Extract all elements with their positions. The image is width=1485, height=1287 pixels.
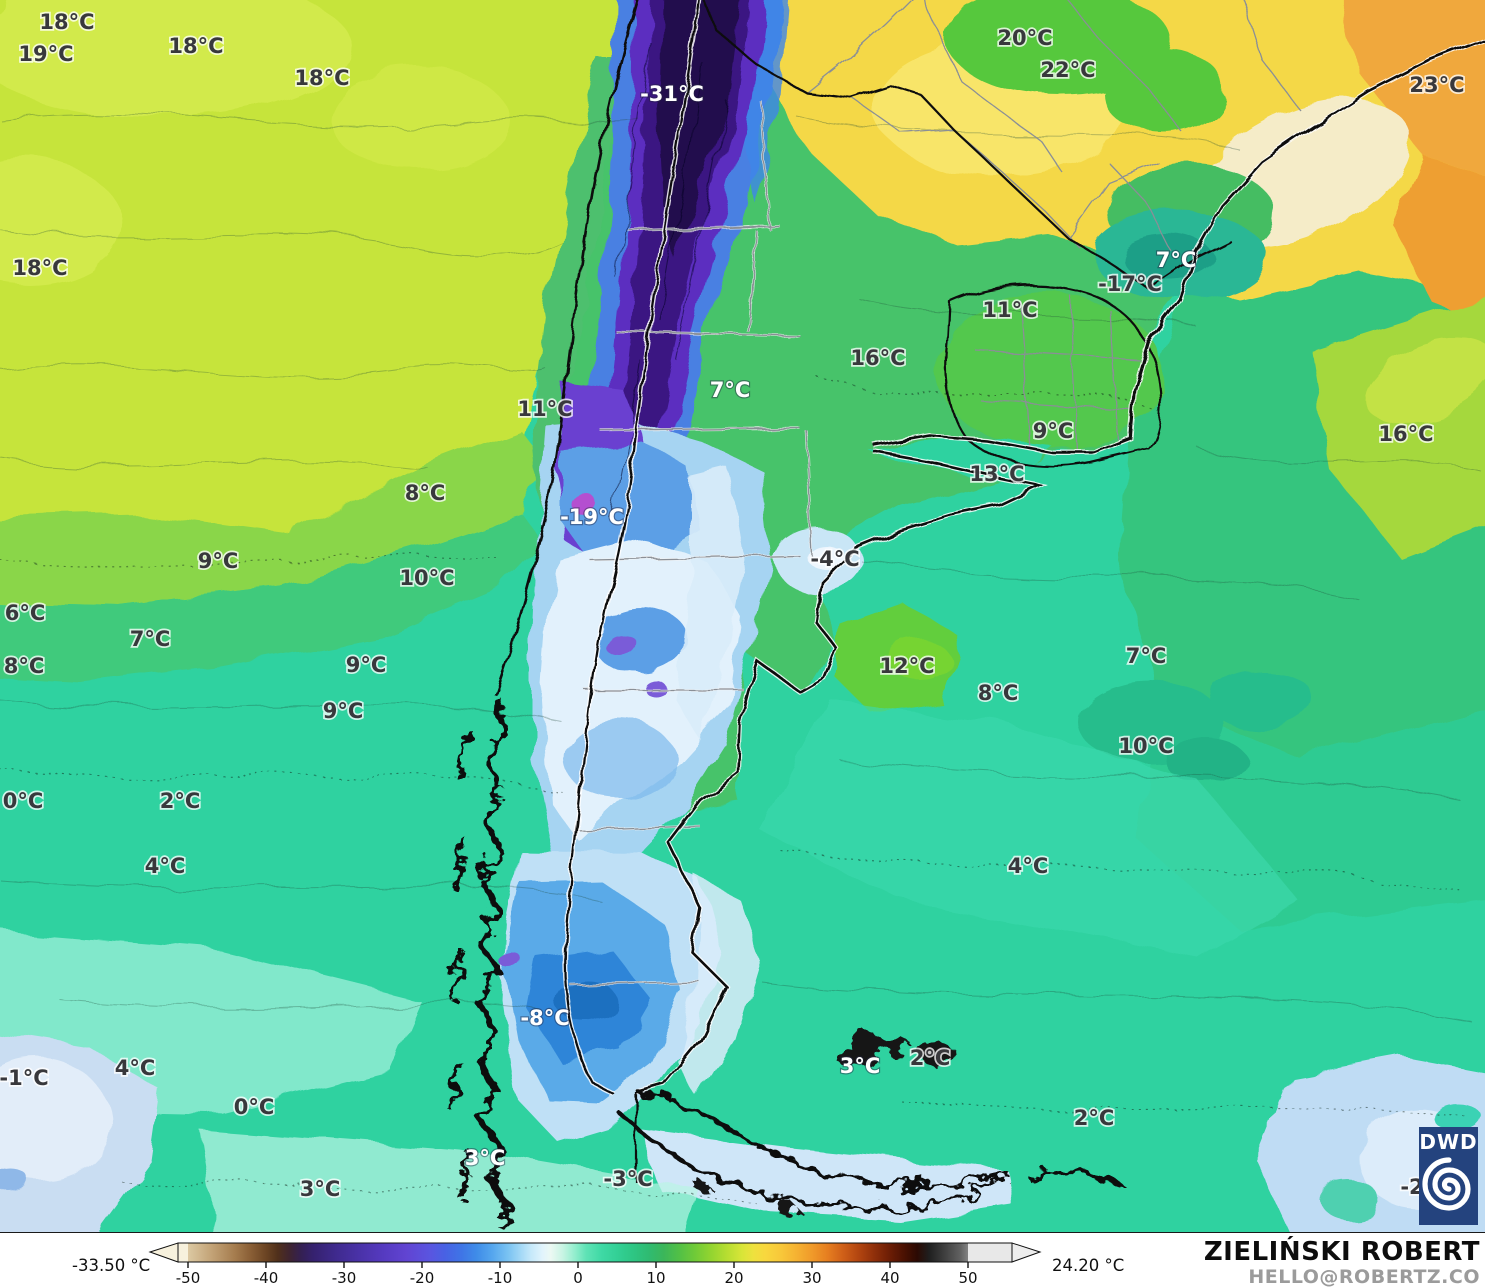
temp-label: 12°C <box>879 654 934 678</box>
country-borders <box>493 0 1485 1182</box>
temp-label: 3°C <box>300 1177 341 1201</box>
colorbar-tick-label: -30 <box>332 1269 357 1287</box>
attribution-email: HELLO@ROBERTZ.CO <box>1248 1266 1480 1287</box>
temp-label: 9°C <box>1033 419 1074 443</box>
temp-label: 0°C <box>234 1095 275 1119</box>
temp-label: 18°C <box>12 256 67 280</box>
temp-label: -1°C <box>0 1066 49 1090</box>
colorbar-tick-label: 50 <box>958 1269 977 1287</box>
colorbar-tick-label: 30 <box>802 1269 821 1287</box>
temp-label: 7°C <box>1156 248 1197 272</box>
temperature-labels: 18°C 19°C 18°C 18°C 20°C 22°C 23°C -31°C 18°C 7°C… <box>0 8 1466 1202</box>
temp-label: 13°C <box>969 462 1024 486</box>
temp-label: 22°C <box>1040 58 1095 82</box>
temp-label: 9°C <box>323 699 364 723</box>
temp-label: 0°C <box>3 789 44 813</box>
temp-label: 18°C <box>294 66 349 90</box>
temp-label: 2°C <box>1074 1106 1115 1130</box>
colorbar-tick-label: -20 <box>410 1269 435 1287</box>
colorbar-left-arrow <box>148 1242 179 1263</box>
temp-label: 11°C <box>982 298 1037 322</box>
temp-label: 7°C <box>1126 644 1167 668</box>
temp-label: -17°C <box>1098 272 1162 296</box>
temp-label: 4°C <box>1008 854 1049 878</box>
colorbar-tick-label: 10 <box>646 1269 665 1287</box>
temp-label: 4°C <box>145 854 186 878</box>
colorbar-max-label: 24.20 °C <box>1052 1256 1125 1275</box>
temp-label: -8°C <box>520 1006 569 1030</box>
temp-label: 10°C <box>1118 734 1173 758</box>
temp-label: -31°C <box>640 82 704 106</box>
colorbar: -50 -40 -30 -20 -10 0 10 20 30 40 50 <box>148 1242 1042 1287</box>
colorbar-tick-label: -40 <box>254 1269 279 1287</box>
temp-label: 18°C <box>168 34 223 58</box>
temp-label: -19°C <box>560 505 624 529</box>
temp-label: 2°C <box>160 789 201 813</box>
temp-label: 3°C <box>840 1054 881 1078</box>
temp-label: -4°C <box>810 547 859 571</box>
temp-label: 7°C <box>710 378 751 402</box>
colorbar-tick-label: -10 <box>488 1269 513 1287</box>
temp-label: -3°C <box>603 1167 652 1191</box>
attribution-name: ZIELIŃSKI ROBERT <box>1203 1237 1480 1267</box>
temp-label: 19°C <box>18 42 73 66</box>
temp-label: 20°C <box>997 26 1052 50</box>
colorbar-gradient-bar <box>177 1242 1013 1263</box>
colorbar-tick-label: 20 <box>724 1269 743 1287</box>
temp-label: 6°C <box>5 601 46 625</box>
temp-label: 11°C <box>517 397 572 421</box>
dwd-logo: DWD <box>1419 1127 1478 1225</box>
temp-label: 9°C <box>346 653 387 677</box>
temp-label: 10°C <box>399 566 454 590</box>
temp-label: 8°C <box>978 681 1019 705</box>
map-canvas: 18°C 19°C 18°C 18°C 20°C 22°C 23°C -31°C 18°C 7°C… <box>0 0 1485 1232</box>
colorbar-tick-label: 40 <box>880 1269 899 1287</box>
temp-label: 16°C <box>850 346 905 370</box>
dwd-spiral-icon <box>1421 1157 1471 1211</box>
temp-label: 9°C <box>198 549 239 573</box>
colorbar-tick-label: -50 <box>176 1269 201 1287</box>
fjord-coastlines <box>447 694 1130 1231</box>
colorbar-min-label: -33.50 °C <box>72 1256 151 1275</box>
temp-label: 8°C <box>4 654 45 678</box>
temp-label: 3°C <box>465 1146 506 1170</box>
temp-label: 16°C <box>1378 422 1433 446</box>
temp-label: 2°C <box>910 1046 951 1070</box>
colorbar-right-arrow <box>1011 1242 1042 1263</box>
temp-label: 7°C <box>130 627 171 651</box>
temp-label: 23°C <box>1409 73 1464 97</box>
temp-label: 18°C <box>39 10 94 34</box>
colorbar-tick-label: 0 <box>573 1269 583 1287</box>
map-svg: 18°C 19°C 18°C 18°C 20°C 22°C 23°C -31°C 18°C 7°C… <box>0 0 1485 1232</box>
temp-label: 4°C <box>115 1056 156 1080</box>
colorbar-ticks: -50 -40 -30 -20 -10 0 10 20 30 40 50 <box>176 1262 978 1287</box>
temp-label: 8°C <box>405 481 446 505</box>
region-fills <box>0 0 1485 1232</box>
dwd-logo-text: DWD <box>1419 1130 1478 1154</box>
